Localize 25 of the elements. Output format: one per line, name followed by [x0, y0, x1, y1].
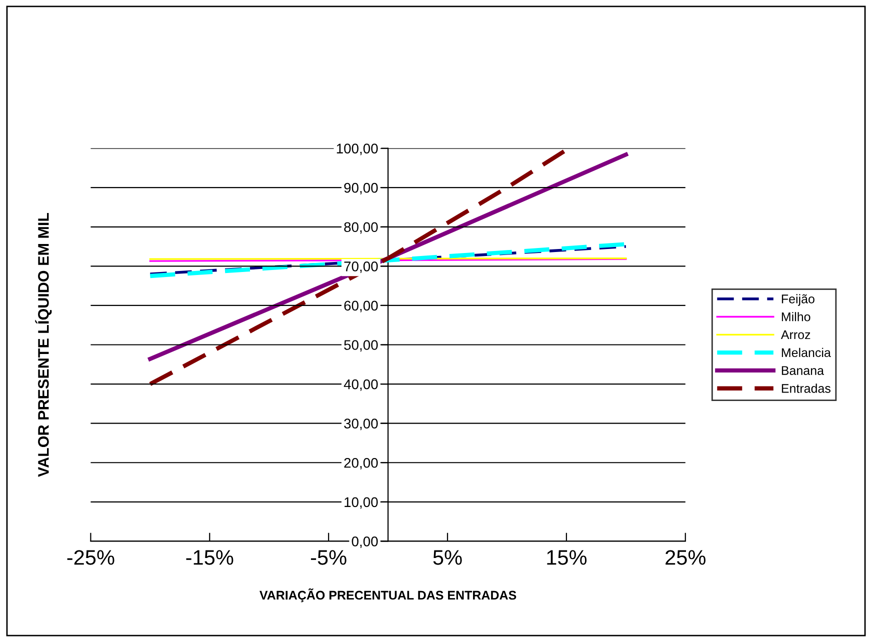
y-tick-label: 100,00: [336, 144, 378, 156]
legend-label: Arroz: [780, 330, 810, 340]
y-tick-label: 0,00: [352, 536, 378, 548]
y-tick-label: 60,00: [344, 300, 378, 312]
y-tick-label: 80,00: [344, 222, 378, 234]
legend-label: Milho: [782, 312, 810, 322]
x-tick-label: 5%: [433, 550, 462, 565]
y-axis-title: VALOR PRESENTE LÍQUIDO EM MIL: [35, 212, 52, 477]
x-tick-label: -15%: [186, 550, 234, 565]
y-tick-label: 70,00: [344, 262, 378, 273]
legend-label: Banana: [782, 366, 824, 375]
legend-label: Melancia: [782, 348, 831, 358]
y-tick-label: 50,00: [344, 340, 378, 352]
y-tick-label: 10,00: [344, 497, 378, 509]
legend-label: Feijão: [782, 294, 814, 306]
y-tick-label: 30,00: [344, 418, 378, 430]
y-tick-label: 40,00: [344, 379, 378, 391]
x-tick-label: -5%: [310, 550, 346, 565]
x-axis-title: VARIAÇÃO PRECENTUAL DAS ENTRADAS: [260, 588, 516, 602]
y-tick-label: 20,00: [344, 458, 378, 470]
y-tick-label: 90,00: [344, 182, 378, 194]
x-tick-label: 15%: [547, 550, 587, 565]
legend-label: Entradas: [782, 384, 830, 393]
x-tick-label: -25%: [67, 550, 114, 565]
x-tick-label: 25%: [666, 550, 706, 565]
